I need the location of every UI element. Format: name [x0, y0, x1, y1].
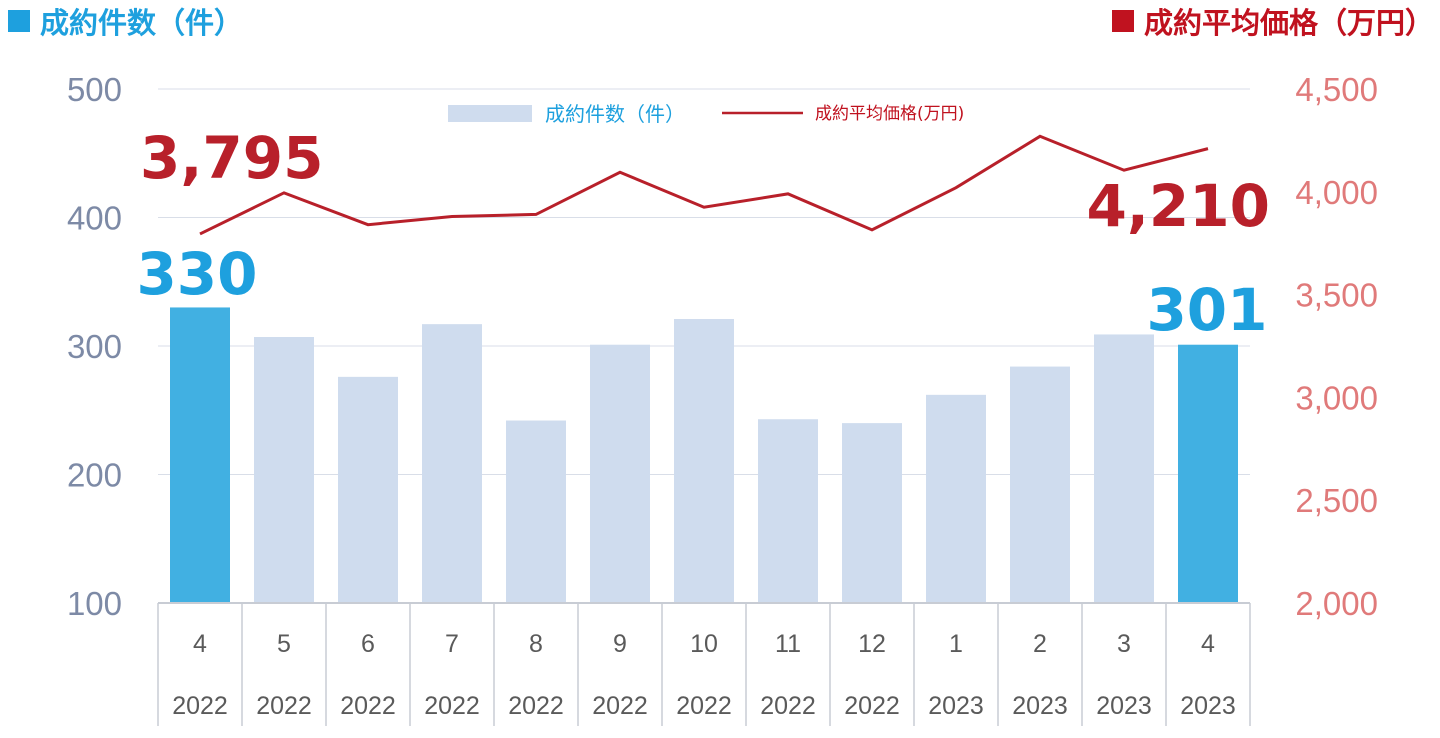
bar-highlight: [170, 307, 230, 603]
x-year-label: 2022: [172, 692, 228, 720]
x-month-label: 5: [277, 630, 291, 658]
x-month-label: 4: [1201, 630, 1215, 658]
price-line: [199, 134, 1209, 236]
right-tick-label: 3,000: [1295, 379, 1378, 416]
x-month-label: 6: [361, 630, 375, 658]
legend: 成約件数（件） 成約平均価格(万円): [448, 102, 964, 126]
x-month-label: 2: [1033, 630, 1047, 658]
x-year-label: 2022: [592, 692, 648, 720]
x-month-label: 4: [193, 630, 207, 658]
bar: [758, 419, 818, 603]
x-month-label: 1: [949, 630, 963, 658]
bar: [422, 324, 482, 603]
x-year-label: 2023: [1012, 692, 1068, 720]
bar: [842, 423, 902, 603]
bar: [926, 394, 986, 603]
x-axis: 4 2022 5 2022 6 2022 7 2022 8 2022 9 2022 10 2022 11 20…: [157, 602, 1251, 726]
x-month-label: 7: [445, 630, 459, 658]
bar: [506, 420, 566, 603]
right-axis-title-text: 成約平均価格（万円）: [1143, 6, 1434, 40]
left-tick-label: 100: [67, 585, 122, 622]
bars: [170, 307, 1238, 603]
left-axis-title: 成約件数（件）: [8, 0, 243, 42]
x-month-label: 9: [613, 630, 627, 658]
left-tick-label: 200: [67, 457, 122, 494]
x-year-label: 2023: [1180, 692, 1236, 720]
bar: [674, 319, 734, 603]
x-year-label: 2022: [256, 692, 312, 720]
legend-bar-swatch: [448, 105, 532, 122]
right-tick-label: 3,500: [1295, 277, 1378, 314]
right-tick-label: 2,500: [1295, 482, 1378, 519]
red-square-icon: [1111, 10, 1134, 32]
left-tick-label: 500: [67, 71, 122, 108]
bar: [1094, 334, 1154, 603]
callout-first-count: 330: [136, 240, 257, 308]
left-tick-label: 300: [67, 328, 122, 365]
right-tick-label: 4,500: [1295, 71, 1378, 108]
legend-line-label: 成約平均価格(万円): [815, 104, 964, 124]
left-axis-title-text: 成約件数（件）: [40, 6, 244, 40]
x-year-label: 2023: [1096, 692, 1152, 720]
legend-bar-label: 成約件数（件）: [545, 102, 685, 126]
bar-highlight: [1178, 344, 1238, 603]
x-month-label: 11: [775, 630, 801, 658]
x-year-label: 2022: [844, 692, 900, 720]
bar: [254, 337, 314, 603]
x-year-label: 2022: [760, 692, 816, 720]
right-axis-title: 成約平均価格（万円）: [1111, 0, 1434, 42]
callout-last-price: 4,210: [1087, 172, 1270, 240]
right-axis-ticks: 2,000 2,500 3,000 3,500 4,000 4,500: [1295, 71, 1378, 622]
x-year-label: 2022: [508, 692, 564, 720]
left-axis-ticks: 100 200 300 400 500: [67, 71, 122, 622]
bar: [338, 376, 398, 603]
x-month-label: 8: [529, 630, 543, 658]
x-year-label: 2022: [676, 692, 732, 720]
x-month-label: 12: [858, 630, 886, 658]
x-month-label: 10: [690, 630, 718, 658]
bar: [590, 344, 650, 603]
x-year-label: 2023: [928, 692, 984, 720]
x-month-label: 3: [1117, 630, 1131, 658]
x-year-label: 2022: [340, 692, 396, 720]
x-year-label: 2022: [424, 692, 480, 720]
blue-square-icon: [8, 10, 30, 32]
right-tick-label: 4,000: [1295, 174, 1378, 211]
price-line-path: [199, 134, 1209, 236]
callout-first-price: 3,795: [140, 124, 323, 192]
right-tick-label: 2,000: [1295, 585, 1378, 622]
callout-last-count: 301: [1146, 276, 1267, 344]
bar: [1010, 366, 1070, 603]
left-tick-label: 400: [67, 200, 122, 237]
